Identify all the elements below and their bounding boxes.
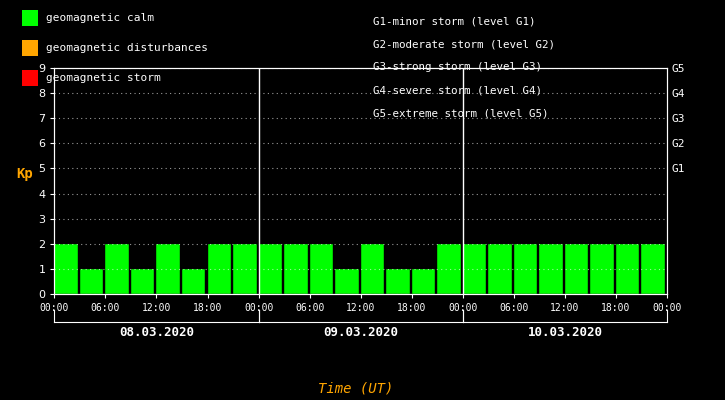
Bar bbox=[80, 269, 104, 294]
Bar bbox=[590, 244, 614, 294]
Y-axis label: Kp: Kp bbox=[16, 167, 33, 181]
Bar bbox=[284, 244, 307, 294]
Bar bbox=[360, 244, 384, 294]
Text: G2-moderate storm (level G2): G2-moderate storm (level G2) bbox=[373, 39, 555, 49]
Bar bbox=[514, 244, 537, 294]
Bar bbox=[565, 244, 589, 294]
Bar bbox=[105, 244, 129, 294]
Text: 08.03.2020: 08.03.2020 bbox=[119, 326, 194, 339]
Bar bbox=[386, 269, 410, 294]
Bar bbox=[642, 244, 665, 294]
Text: G5-extreme storm (level G5): G5-extreme storm (level G5) bbox=[373, 109, 549, 119]
Bar bbox=[233, 244, 257, 294]
Text: 10.03.2020: 10.03.2020 bbox=[527, 326, 602, 339]
Bar bbox=[310, 244, 333, 294]
Text: Time (UT): Time (UT) bbox=[318, 382, 393, 396]
Bar bbox=[157, 244, 180, 294]
Text: G4-severe storm (level G4): G4-severe storm (level G4) bbox=[373, 86, 542, 96]
Bar bbox=[412, 269, 435, 294]
Bar bbox=[54, 244, 78, 294]
Bar bbox=[463, 244, 486, 294]
Text: G3-strong storm (level G3): G3-strong storm (level G3) bbox=[373, 62, 542, 72]
Bar bbox=[207, 244, 231, 294]
Bar bbox=[616, 244, 639, 294]
Text: geomagnetic calm: geomagnetic calm bbox=[46, 13, 154, 23]
Text: geomagnetic storm: geomagnetic storm bbox=[46, 73, 161, 83]
Text: geomagnetic disturbances: geomagnetic disturbances bbox=[46, 43, 208, 53]
Bar bbox=[489, 244, 512, 294]
Bar bbox=[131, 269, 154, 294]
Bar bbox=[539, 244, 563, 294]
Bar bbox=[259, 244, 282, 294]
Bar bbox=[182, 269, 205, 294]
Bar bbox=[335, 269, 359, 294]
Text: 09.03.2020: 09.03.2020 bbox=[323, 326, 398, 339]
Text: G1-minor storm (level G1): G1-minor storm (level G1) bbox=[373, 16, 536, 26]
Bar bbox=[437, 244, 461, 294]
